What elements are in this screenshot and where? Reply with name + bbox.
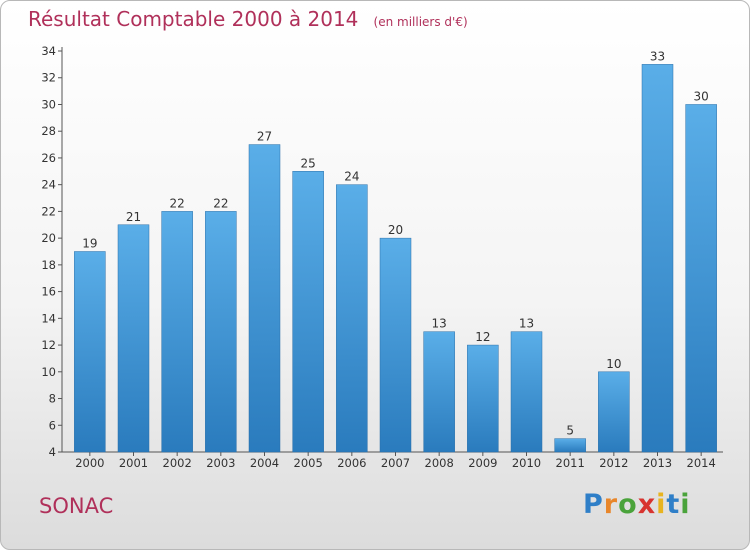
- chart-bars: [74, 64, 717, 453]
- bar-2004: [248, 144, 281, 453]
- x-tick-label-2013: 2013: [643, 456, 672, 470]
- x-tick-label-2011: 2011: [556, 456, 585, 470]
- x-tick-label-2009: 2009: [468, 456, 497, 470]
- x-tick-label-2008: 2008: [425, 456, 454, 470]
- y-tick-label: 24: [41, 178, 56, 192]
- logo-letter: P: [583, 489, 604, 520]
- bar-2000: [74, 251, 106, 453]
- bar-2001: [117, 224, 150, 453]
- bar-2012: [598, 371, 630, 453]
- y-tick-label: 16: [41, 285, 56, 299]
- y-tick-label: 26: [41, 151, 56, 165]
- y-tick-label: 28: [41, 124, 56, 138]
- logo-letter: x: [637, 489, 657, 520]
- data-label-2013: 33: [650, 49, 665, 63]
- x-tick-label-2014: 2014: [687, 456, 716, 470]
- logo-letter: r: [603, 489, 619, 520]
- data-label-2005: 25: [301, 156, 316, 170]
- bar-2010: [510, 331, 543, 453]
- x-tick-label-2006: 2006: [337, 456, 366, 470]
- bar-2007: [379, 237, 412, 453]
- data-label-2007: 20: [388, 223, 403, 237]
- y-tick-label: 22: [41, 204, 56, 218]
- y-tick-label: 30: [41, 97, 56, 111]
- y-tick-label: 32: [41, 71, 56, 85]
- bar-2011: [554, 438, 586, 453]
- bar-2014: [685, 104, 717, 453]
- y-tick-label: 12: [41, 338, 56, 352]
- x-tick-label-2001: 2001: [119, 456, 148, 470]
- data-label-2009: 12: [475, 330, 490, 344]
- bar-2006: [336, 184, 368, 453]
- y-tick-label: 6: [49, 418, 56, 432]
- data-label-2010: 13: [519, 317, 534, 331]
- data-label-2002: 22: [170, 196, 185, 210]
- x-tick-label-2002: 2002: [163, 456, 192, 470]
- data-label-2012: 10: [606, 357, 621, 371]
- logo-letter: t: [666, 489, 681, 520]
- x-tick-label-2005: 2005: [294, 456, 323, 470]
- logo-letter: o: [618, 489, 638, 520]
- x-tick-label-2007: 2007: [381, 456, 410, 470]
- x-tick-label-2000: 2000: [75, 456, 104, 470]
- data-label-2014: 30: [694, 89, 709, 103]
- bar-2009: [467, 344, 499, 453]
- bar-2005: [292, 171, 324, 453]
- y-tick-label: 18: [41, 258, 56, 272]
- data-label-2008: 13: [432, 317, 447, 331]
- y-tick-label: 4: [49, 445, 56, 459]
- chart-subtitle: (en milliers d'€): [373, 15, 468, 29]
- chart-title-block: Résultat Comptable 2000 à 2014 (en milli…: [28, 7, 468, 31]
- commune-name: SONAC: [39, 494, 114, 518]
- x-tick-label-2012: 2012: [599, 456, 628, 470]
- bar-2002: [161, 211, 193, 453]
- chart-axes: 4 6 8 10 12 14 16 18 20 22 24 26 28 30 32 34: [41, 44, 723, 459]
- y-tick-label: 8: [49, 392, 56, 406]
- proxiti-logo: Proxiti: [583, 489, 691, 520]
- data-label-2003: 22: [213, 196, 228, 210]
- x-tick-label-2010: 2010: [512, 456, 541, 470]
- logo-letter: i: [656, 489, 667, 520]
- y-tick-label: 10: [41, 365, 56, 379]
- data-label-2001: 21: [126, 210, 141, 224]
- y-tick-label: 14: [41, 311, 56, 325]
- y-tick-label: 34: [41, 44, 56, 58]
- x-tick-label-2003: 2003: [206, 456, 235, 470]
- y-tick-label: 20: [41, 231, 56, 245]
- data-label-2000: 19: [82, 237, 97, 251]
- data-label-2006: 24: [344, 170, 359, 184]
- logo-letter: i: [680, 489, 691, 520]
- x-tick-label-2004: 2004: [250, 456, 279, 470]
- bar-2003: [205, 211, 237, 453]
- bar-2013: [641, 64, 674, 453]
- data-label-2011: 5: [566, 424, 574, 438]
- chart-labels: 19 2000 21 2001 22 2002 22 2003 27 2004 25 2005 24 20…: [75, 49, 716, 470]
- chart-title: Résultat Comptable 2000 à 2014: [28, 7, 359, 31]
- data-label-2004: 27: [257, 130, 272, 144]
- bar-2008: [423, 331, 455, 453]
